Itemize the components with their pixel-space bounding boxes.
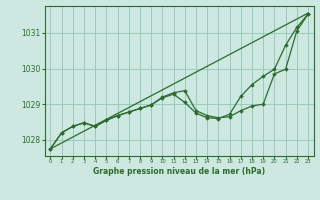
X-axis label: Graphe pression niveau de la mer (hPa): Graphe pression niveau de la mer (hPa) bbox=[93, 167, 265, 176]
